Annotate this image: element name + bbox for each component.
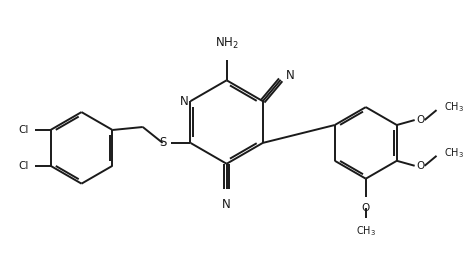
Text: S: S: [159, 136, 167, 149]
Text: O: O: [417, 115, 425, 125]
Text: Cl: Cl: [18, 161, 29, 171]
Text: CH$_3$: CH$_3$: [445, 146, 465, 160]
Text: CH$_3$: CH$_3$: [356, 225, 376, 238]
Text: Cl: Cl: [18, 125, 29, 135]
Text: O: O: [362, 202, 370, 213]
Text: NH$_2$: NH$_2$: [215, 36, 239, 52]
Text: O: O: [417, 161, 425, 171]
Text: N: N: [285, 69, 294, 82]
Text: N: N: [222, 198, 231, 211]
Text: N: N: [180, 95, 189, 108]
Text: CH$_3$: CH$_3$: [445, 100, 465, 114]
